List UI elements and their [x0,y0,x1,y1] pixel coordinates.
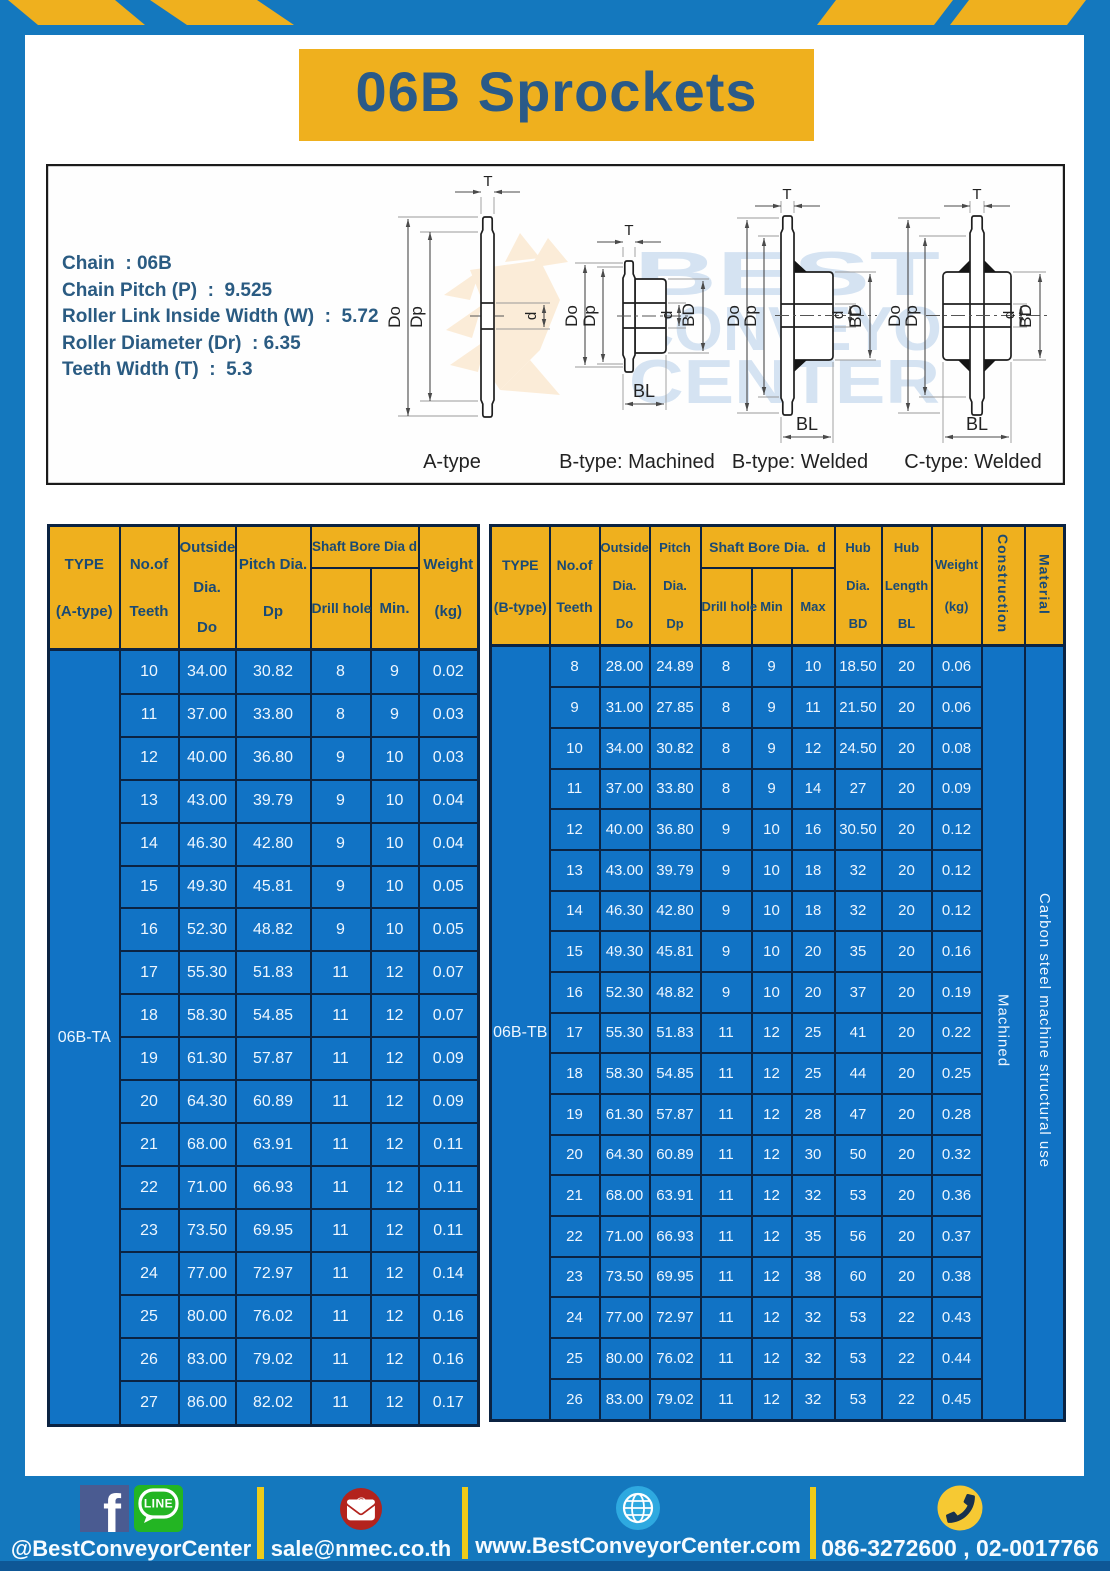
svg-text:sale@nmec.co.th: sale@nmec.co.th [271,1536,451,1561]
svg-text:d: d [830,311,847,319]
svg-text:BD: BD [679,303,698,327]
svg-text:BL: BL [633,381,655,401]
svg-text:Dp: Dp [580,305,599,327]
svg-text:Dp: Dp [741,305,760,327]
svg-text:Do: Do [562,305,581,327]
svg-text:Do: Do [885,305,904,327]
svg-text:Dp: Dp [407,306,426,328]
svg-text:d: d [1001,311,1018,319]
svg-text:d: d [659,311,676,319]
svg-text:BL: BL [966,414,988,434]
svg-text:Dp: Dp [902,305,921,327]
svg-text:f: f [103,1484,122,1544]
svg-text:T: T [483,173,492,190]
svg-text:T: T [972,186,981,203]
svg-text:Do: Do [385,306,404,328]
svg-text:B-type: Welded: B-type: Welded [732,451,868,473]
svg-text:@: @ [356,1496,367,1508]
svg-text:LINE: LINE [144,1497,173,1511]
svg-text:@BestConveyorCenter: @BestConveyorCenter [11,1536,252,1561]
svg-text:086-3272600 , 02-0017766: 086-3272600 , 02-0017766 [821,1535,1099,1561]
svg-text:BL: BL [796,414,818,434]
svg-text:T: T [624,222,633,239]
svg-text:BD: BD [1016,304,1035,328]
svg-text:C-type: Welded: C-type: Welded [904,451,1041,473]
svg-text:A-type: A-type [423,451,481,473]
svg-text:www.BestConveyorCenter.com: www.BestConveyorCenter.com [474,1533,801,1558]
svg-text:B-type: Machined: B-type: Machined [559,451,715,473]
svg-text:d: d [523,312,540,320]
svg-text:BD: BD [846,304,865,328]
svg-text:T: T [782,186,791,203]
svg-text:Do: Do [724,305,743,327]
